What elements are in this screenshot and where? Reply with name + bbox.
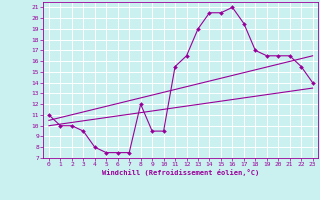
X-axis label: Windchill (Refroidissement éolien,°C): Windchill (Refroidissement éolien,°C) [102,169,260,176]
